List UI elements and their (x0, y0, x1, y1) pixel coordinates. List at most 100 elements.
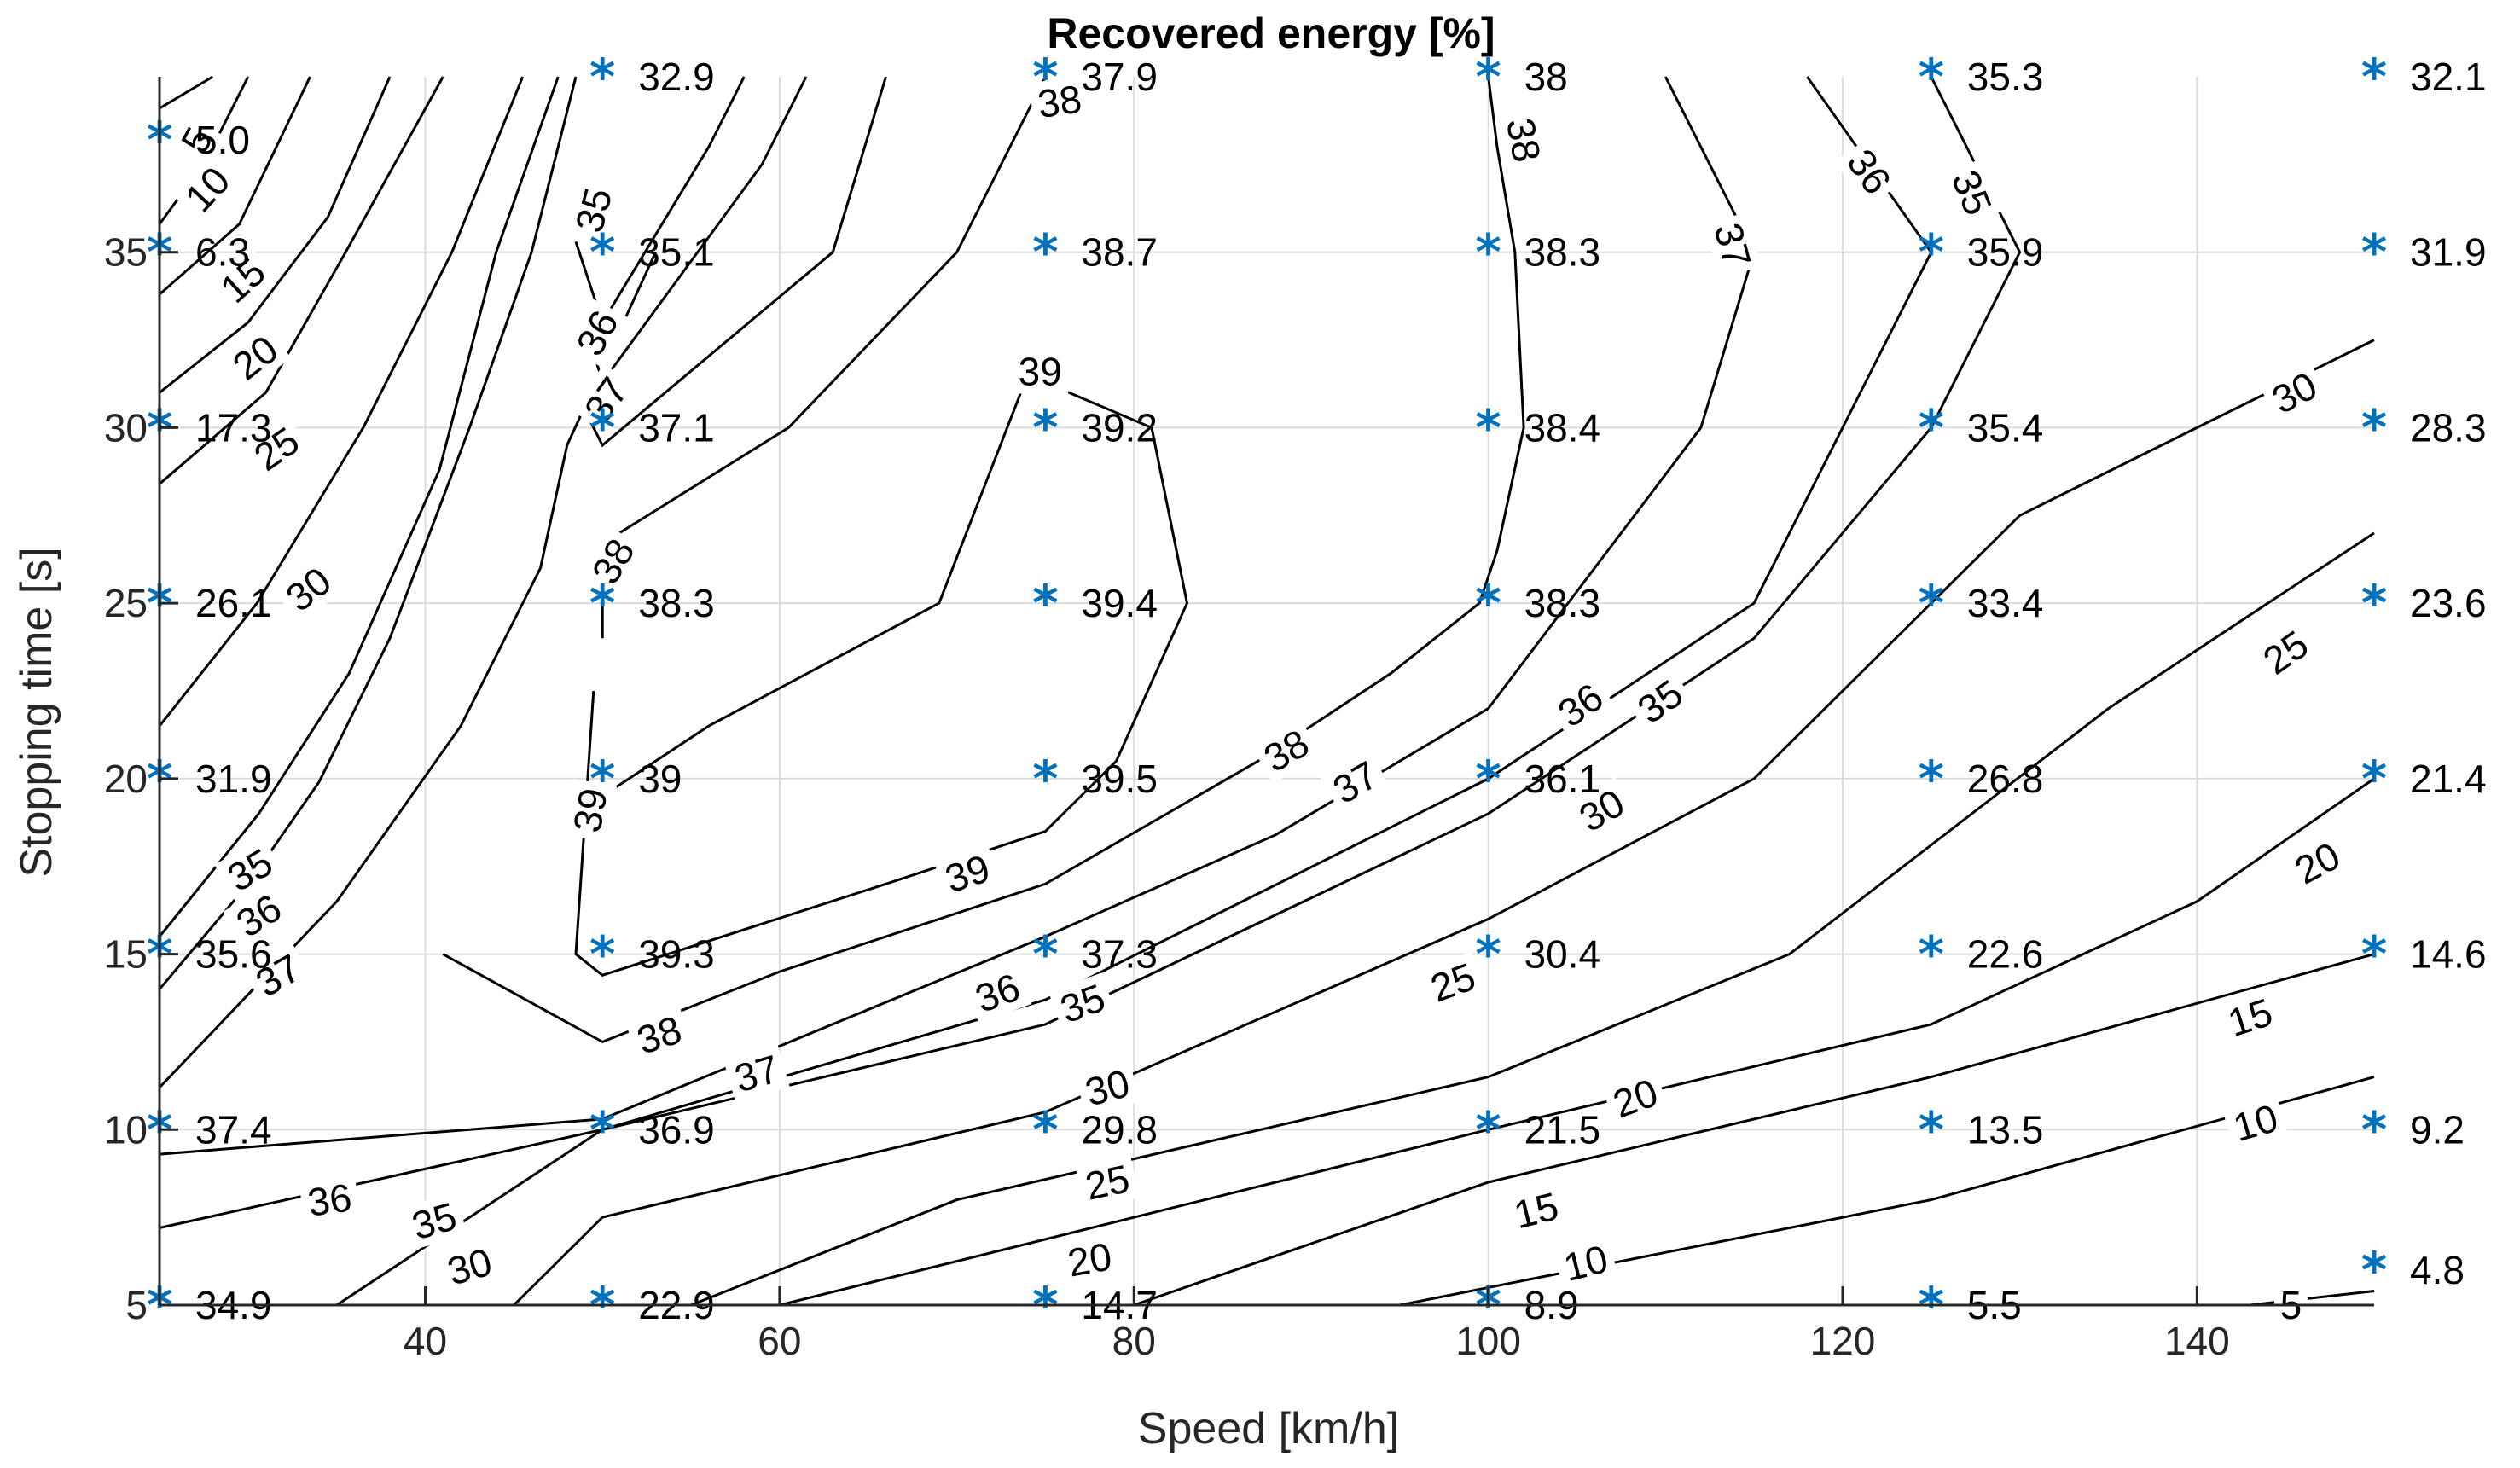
data-point-label: 39.2 (1081, 405, 1158, 450)
contour-label: 39 (1019, 350, 1062, 394)
contour-label-group: 39 (933, 843, 1002, 903)
data-point-marker: * (589, 925, 615, 984)
contour-label-group: 39 (1012, 349, 1069, 394)
contour-label-halo (401, 1192, 467, 1250)
contour-label-halo (1012, 349, 1069, 394)
contour-label: 30 (277, 558, 339, 619)
data-point-label: 28.3 (2410, 405, 2487, 450)
data-point-label: 37.9 (1081, 55, 1158, 99)
contour-label-halo (1074, 1059, 1141, 1117)
contour-line-20 (159, 76, 392, 394)
contour-label-group: 15 (1503, 1181, 1570, 1239)
data-point-label: 31.9 (2410, 230, 2487, 275)
contour-label-group: 35 (1941, 158, 2004, 228)
data-point-label: 26.1 (195, 581, 272, 625)
contour-label-group: 10 (2222, 1094, 2289, 1152)
data-point-label: 35.9 (1967, 230, 2044, 275)
data-point-marker: * (2361, 1100, 2387, 1158)
x-tick-label: 80 (1112, 1319, 1156, 1363)
contour-label-halo (563, 778, 618, 842)
contour-label-group: 25 (1419, 951, 1488, 1013)
x-tick-label: 60 (758, 1319, 801, 1363)
contour-label-group: 39 (563, 778, 618, 842)
data-point-marker: * (589, 574, 615, 632)
contour-label-halo (219, 322, 292, 392)
data-point-label: 39.4 (1081, 581, 1158, 625)
contour-label-halo (299, 1174, 361, 1226)
contour-label-halo (272, 554, 345, 624)
data-point-label: 36.1 (1524, 757, 1601, 801)
data-point-marker: * (2361, 750, 2387, 808)
contour-label-group: 30 (1074, 1059, 1141, 1117)
data-point-label: 37.4 (195, 1107, 272, 1152)
contour-label: 10 (1559, 1236, 1612, 1290)
data-point-marker: * (589, 48, 615, 106)
y-tick-label: 5 (125, 1283, 148, 1327)
data-point-label: 14.6 (2410, 932, 2487, 977)
x-tick-label: 100 (1455, 1319, 1521, 1363)
contour-label-halo (2222, 1094, 2289, 1152)
data-point-marker: * (1032, 398, 1058, 456)
x-tick-label: 120 (1810, 1319, 1876, 1363)
contour-label-halo (1601, 1067, 1669, 1129)
contour-label-group: 30 (436, 1237, 503, 1296)
data-point-marker: * (1919, 925, 1944, 984)
contour-line-35 (158, 76, 560, 937)
data-point-marker: * (2361, 1241, 2387, 1299)
contour-label-group: 20 (1601, 1067, 1669, 1129)
contour-label-halo (1496, 108, 1551, 172)
contour-label-halo (1048, 972, 1117, 1034)
contour-label-group: 20 (1058, 1233, 1122, 1286)
data-point-marker: * (1475, 1100, 1501, 1158)
data-point-marker: * (589, 1100, 615, 1158)
contour-line-15 (159, 76, 311, 296)
contour-label-group: 35 (1048, 972, 1117, 1034)
data-point-label: 26.8 (1967, 757, 2044, 801)
data-point-marker: * (1032, 48, 1058, 106)
y-tick-label: 15 (104, 932, 148, 977)
contour-line-15 (1133, 953, 2375, 1307)
contour-label-halo (933, 843, 1002, 903)
contour-label: 37 (1326, 752, 1385, 813)
contour-label: 38 (1035, 76, 1084, 126)
data-point-label: 38.3 (1524, 581, 1601, 625)
contour-label-group: 20 (219, 322, 292, 392)
contour-label-group: 38 (625, 1005, 694, 1065)
contour-label-halo (1565, 776, 1638, 844)
data-point-marker: * (2361, 398, 2387, 456)
data-point-marker: * (1475, 223, 1501, 281)
contour-line-30 (158, 76, 525, 728)
data-point-marker: * (1475, 574, 1501, 632)
data-point-label: 37.1 (638, 405, 715, 450)
contour-label-halo (2250, 618, 2322, 687)
data-point-label: 39 (638, 757, 682, 801)
contour-label-halo (436, 1237, 503, 1296)
contour-label-group: 38 (1496, 108, 1551, 172)
data-point-label: 13.5 (1967, 1107, 2044, 1152)
data-point-marker: * (1919, 1100, 1944, 1158)
data-point-label: 31.9 (195, 757, 272, 801)
contour-line-5 (159, 75, 214, 110)
contour-label-group: 15 (2216, 987, 2285, 1047)
contour-label: 10 (177, 158, 239, 220)
contour-label-halo (1624, 667, 1696, 736)
data-point-marker: * (1919, 574, 1944, 632)
contour-label-group: 35 (565, 177, 623, 243)
contour-label: 25 (2255, 622, 2316, 683)
data-point-marker: * (2361, 574, 2387, 632)
data-point-label: 35.3 (1967, 55, 2044, 99)
contour-label: 36 (305, 1175, 354, 1225)
contour-label-halo (1704, 212, 1762, 279)
contour-label: 25 (1082, 1156, 1134, 1209)
data-point-marker: * (2361, 925, 2387, 984)
data-point-marker: * (1032, 574, 1058, 632)
data-point-label: 38.4 (1524, 405, 1601, 450)
contour-label-group: 30 (272, 554, 345, 624)
contour-label-group: 37 (1704, 212, 1762, 279)
contour-line-10 (1399, 1076, 2375, 1307)
data-point-marker: * (2361, 223, 2387, 281)
contour-label-halo (963, 962, 1032, 1024)
contour-label-halo (723, 1044, 790, 1103)
